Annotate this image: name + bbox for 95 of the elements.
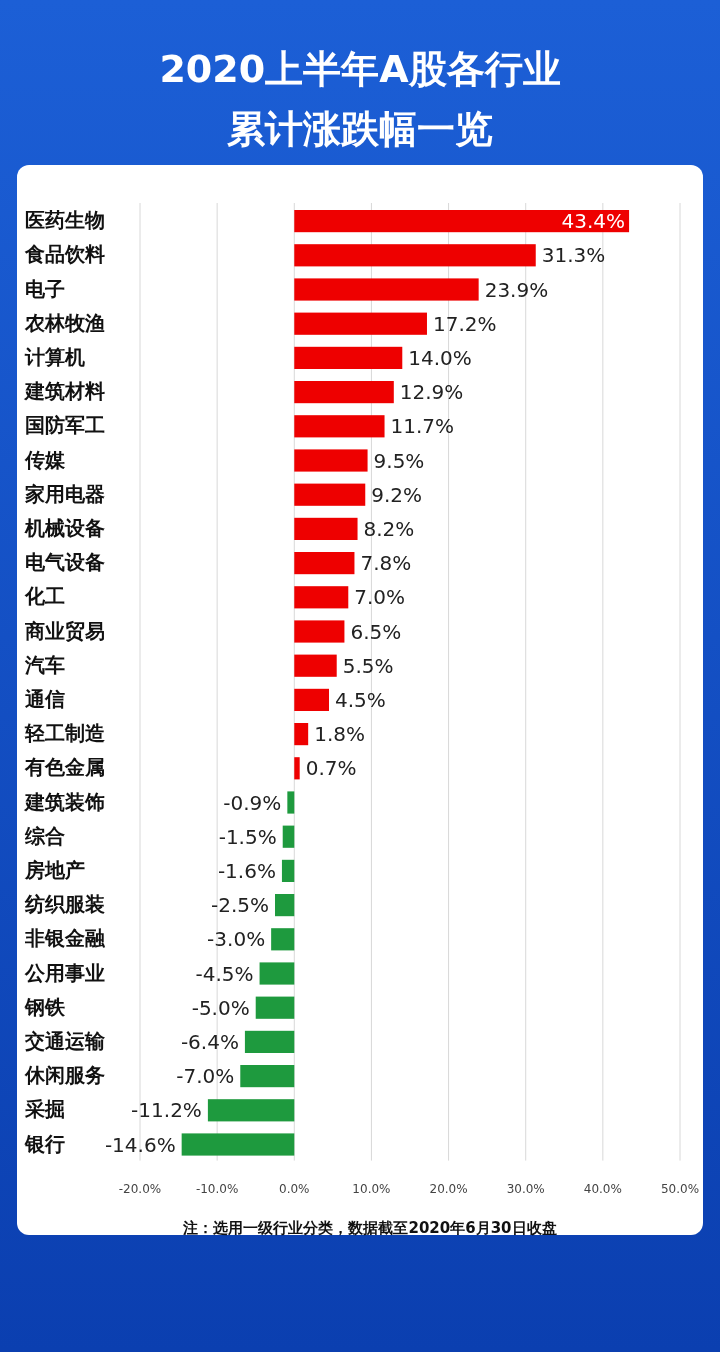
- x-tick-label: -20.0%: [118, 1181, 162, 1196]
- y-tick-label: 农林牧渔: [24, 310, 105, 335]
- y-tick-label: 电子: [25, 276, 65, 301]
- data-label: -1.6%: [217, 858, 276, 883]
- y-tick-label: 轻工制造: [24, 721, 105, 746]
- y-tick-label: 机械设备: [24, 515, 105, 540]
- text: 注：选用一级行业分类，数据截至2020年6月30日收盘: [182, 1218, 557, 1237]
- data-label: 12.9%: [399, 380, 464, 405]
- y-tick-label: 交通运输: [24, 1028, 106, 1053]
- y-tick-label: 通信: [24, 686, 65, 711]
- bar: [282, 825, 295, 848]
- data-label: 17.2%: [432, 311, 497, 336]
- y-tick-label: 综合: [24, 823, 65, 848]
- bar: [294, 244, 536, 267]
- y-tick-label: 采掘: [24, 1097, 65, 1122]
- bar: [294, 278, 479, 301]
- y-tick-label: 建筑装饰: [23, 789, 105, 814]
- y-tick-label: 化工: [24, 584, 65, 609]
- y-tick-label: 有色金属: [24, 755, 105, 780]
- bar: [294, 415, 385, 438]
- bar: [294, 517, 358, 540]
- bar: [294, 654, 337, 677]
- bar: [255, 996, 295, 1019]
- data-label: -14.6%: [104, 1132, 176, 1157]
- data-label: 6.5%: [350, 619, 402, 644]
- data-label: 1.8%: [314, 722, 365, 747]
- data-label: 4.5%: [335, 687, 386, 712]
- bar: [294, 620, 345, 643]
- y-tick-label: 休闲服务: [24, 1063, 105, 1088]
- data-label: -4.5%: [195, 961, 254, 986]
- chart-subtitle: 累计涨跌幅一览: [227, 107, 493, 151]
- bar: [294, 552, 355, 575]
- y-tick-label: 房地产: [24, 857, 85, 882]
- y-tick-label: 计算机: [24, 344, 85, 369]
- data-label: 31.3%: [541, 243, 606, 268]
- x-tick-label: 40.0%: [583, 1181, 622, 1196]
- bar: [181, 1133, 295, 1156]
- bar: [287, 791, 295, 814]
- y-tick-label: 电气设备: [25, 550, 105, 575]
- y-tick-label: 食品饮料: [24, 242, 105, 267]
- data-label: -7.0%: [176, 1064, 235, 1089]
- data-label: -5.0%: [191, 995, 250, 1020]
- data-label: 5.5%: [342, 653, 394, 678]
- data-label: -6.4%: [180, 1029, 239, 1054]
- x-tick-label: 50.0%: [660, 1181, 700, 1196]
- bar: [294, 688, 329, 711]
- y-tick-label: 建筑材料: [23, 379, 105, 404]
- y-tick-label: 国防军工: [25, 413, 105, 438]
- bar: [207, 1099, 295, 1122]
- data-label: 8.2%: [363, 516, 415, 541]
- x-tick-label: 0.0%: [279, 1181, 310, 1196]
- y-tick-label: 钢铁: [24, 994, 66, 1019]
- data-label: 9.5%: [373, 448, 425, 473]
- bar: [294, 757, 300, 780]
- bar: [294, 483, 366, 506]
- bar: [294, 586, 349, 609]
- bar: [275, 894, 295, 917]
- bar: [294, 449, 368, 472]
- y-tick-label: 传媒: [24, 447, 66, 472]
- data-label: 14.0%: [408, 345, 472, 370]
- bar: [294, 723, 309, 746]
- data-label: -0.9%: [223, 790, 282, 815]
- bar: [240, 1065, 295, 1088]
- data-label: -11.2%: [131, 1098, 202, 1123]
- data-label: 0.7%: [305, 756, 357, 781]
- y-tick-label: 银行: [24, 1131, 65, 1156]
- data-label: 7.0%: [354, 585, 406, 610]
- data-label: 43.4%: [561, 209, 626, 234]
- data-label: -2.5%: [210, 893, 269, 918]
- y-tick-label: 非银金融: [24, 926, 106, 951]
- x-tick-label: 30.0%: [506, 1181, 545, 1196]
- y-tick-label: 公用事业: [24, 960, 105, 985]
- data-label: 9.2%: [371, 482, 423, 507]
- bar: [294, 210, 630, 233]
- data-label: 11.7%: [390, 414, 455, 439]
- bar: [294, 346, 403, 369]
- data-label: 7.8%: [360, 551, 412, 576]
- y-tick-label: 纺织服装: [24, 892, 105, 917]
- x-tick-label: 10.0%: [352, 1181, 391, 1196]
- data-label: 23.9%: [484, 277, 549, 302]
- data-label: -1.5%: [218, 824, 277, 849]
- y-tick-label: 商业贸易: [24, 618, 105, 643]
- x-tick-label: 20.0%: [429, 1181, 468, 1196]
- y-tick-label: 汽车: [24, 652, 65, 677]
- bar: [281, 859, 295, 882]
- x-tick-label: -10.0%: [195, 1181, 239, 1196]
- bar: [294, 312, 427, 335]
- data-label: -3.0%: [207, 927, 266, 952]
- bar: [294, 381, 394, 404]
- bar: [259, 962, 295, 985]
- y-tick-label: 医药生物: [25, 208, 105, 233]
- bar: [244, 1030, 295, 1053]
- chart-title: 2020上半年A股各行业: [159, 47, 561, 91]
- y-tick-label: 家用电器: [24, 481, 105, 506]
- bar: [271, 928, 295, 951]
